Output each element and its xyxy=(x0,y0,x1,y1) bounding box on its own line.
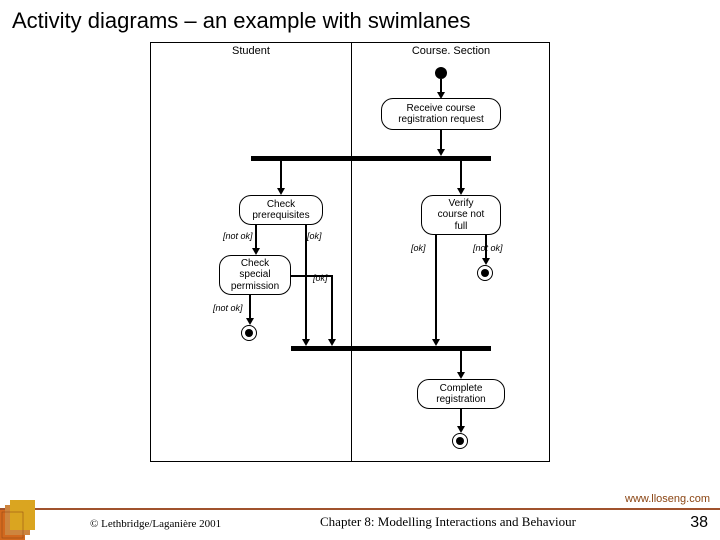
footer-url: www.lloseng.com xyxy=(625,493,710,505)
edge xyxy=(435,235,437,340)
edge xyxy=(280,161,282,189)
arrow-head-icon xyxy=(246,318,254,325)
arrow-head-icon xyxy=(457,372,465,379)
edge xyxy=(249,295,251,319)
arrow-head-icon xyxy=(457,188,465,195)
edge xyxy=(440,130,442,150)
arrow-head-icon xyxy=(252,248,260,255)
slide-title: Activity diagrams – an example with swim… xyxy=(12,8,471,34)
guard-label: [not ok] xyxy=(223,231,253,241)
footer-chapter: Chapter 8: Modelling Interactions and Be… xyxy=(320,514,576,530)
edge xyxy=(460,409,462,427)
arrow-head-icon xyxy=(432,339,440,346)
arrow-head-icon xyxy=(328,339,336,346)
edge xyxy=(440,79,442,93)
final-node xyxy=(241,325,257,341)
guard-label: [ok] xyxy=(411,243,426,253)
arrow-head-icon xyxy=(302,339,310,346)
activity-verify: Verify course not full xyxy=(421,195,501,235)
activity-check-prereq: Check prerequisites xyxy=(239,195,323,225)
arrow-head-icon xyxy=(482,258,490,265)
activity-receive: Receive course registration request xyxy=(381,98,501,130)
guard-label: [not ok] xyxy=(213,303,243,313)
activity-complete: Complete registration xyxy=(417,379,505,409)
final-node xyxy=(452,433,468,449)
edge xyxy=(460,351,462,373)
edge xyxy=(485,235,487,259)
accent-bar xyxy=(0,508,720,510)
edge xyxy=(331,275,333,340)
edge xyxy=(460,161,462,189)
arrow-head-icon xyxy=(457,426,465,433)
edge xyxy=(305,225,307,340)
initial-node xyxy=(435,67,447,79)
final-node xyxy=(477,265,493,281)
fork-bar xyxy=(251,156,491,161)
edge xyxy=(291,275,331,277)
arrow-head-icon xyxy=(437,149,445,156)
activity-diagram: Receive course registration request Chec… xyxy=(151,43,549,461)
guard-label: [ok] xyxy=(307,231,322,241)
diagram-frame: Student Course. Section Receive course r… xyxy=(150,42,550,462)
page-number: 38 xyxy=(690,514,708,532)
guard-label: [not ok] xyxy=(473,243,503,253)
edge xyxy=(255,225,257,249)
corner-decoration-icon xyxy=(0,470,70,540)
arrow-head-icon xyxy=(277,188,285,195)
activity-check-special: Check special permission xyxy=(219,255,291,295)
footer-copyright: © Lethbridge/Laganière 2001 xyxy=(90,518,221,530)
